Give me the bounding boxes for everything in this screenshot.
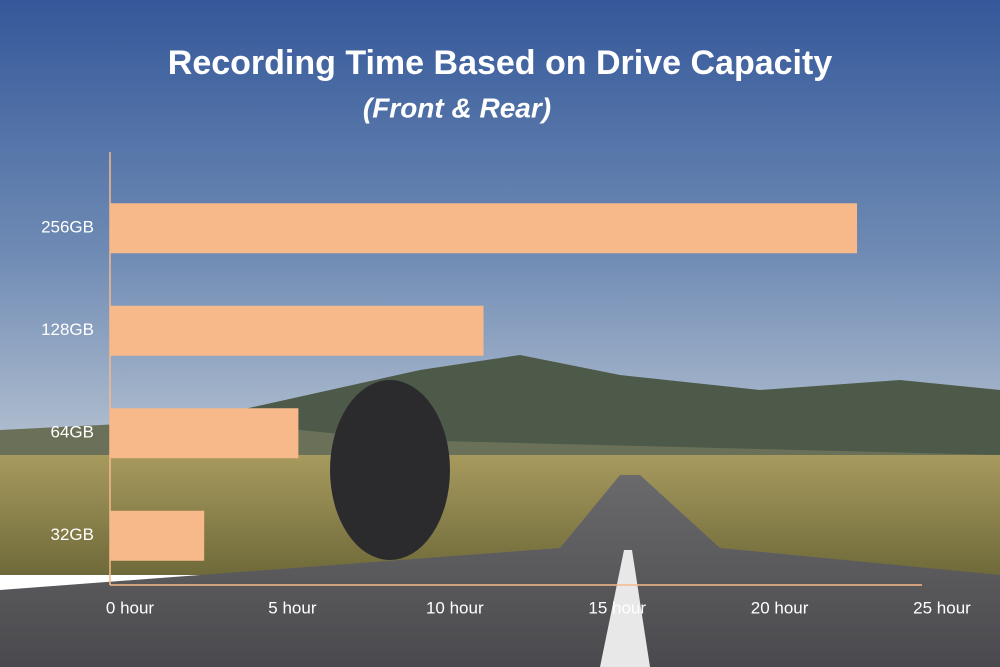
- bar: [110, 408, 299, 459]
- y-tick-label: 128GB: [41, 320, 94, 339]
- x-tick-label: 5 hour: [268, 598, 317, 617]
- x-tick-label: 25 hour: [913, 598, 971, 617]
- x-tick-label: 15 hour: [588, 598, 646, 617]
- x-tick-label: 0 hour: [106, 598, 155, 617]
- y-tick-label: 32GB: [51, 525, 94, 544]
- bar: [110, 510, 205, 561]
- chart-subtitle: (Front & Rear): [363, 92, 551, 123]
- x-tick-label: 20 hour: [751, 598, 809, 617]
- chart-title: Recording Time Based on Drive Capacity: [168, 44, 833, 82]
- bar: [110, 305, 484, 356]
- x-tick-label: 10 hour: [426, 598, 484, 617]
- y-tick-label: 256GB: [41, 218, 94, 237]
- y-tick-label: 64GB: [51, 423, 94, 442]
- bar: [110, 203, 858, 254]
